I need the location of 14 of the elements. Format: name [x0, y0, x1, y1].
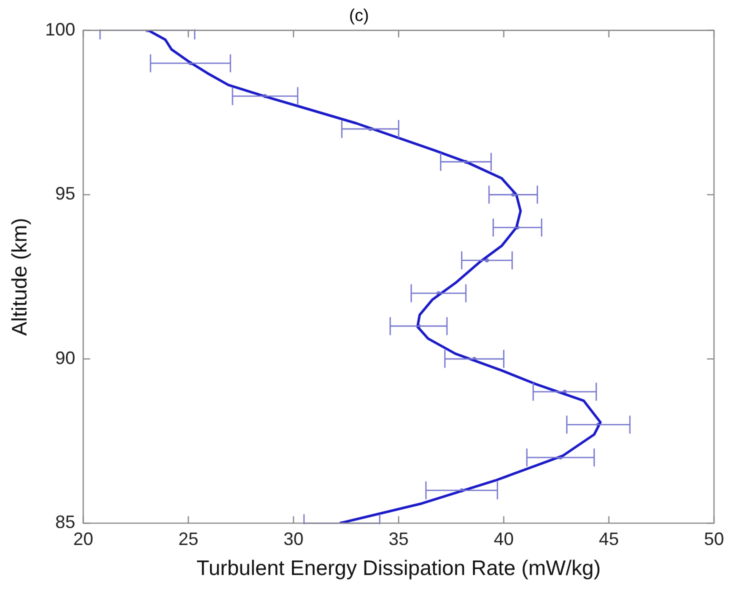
x-tick-label: 25 — [178, 528, 198, 549]
y-axis-title: Altitude (km) — [8, 218, 32, 336]
chart-title: (c) — [349, 6, 369, 25]
x-tick-label: 45 — [598, 528, 619, 549]
x-tick-label: 35 — [388, 528, 409, 549]
x-tick-label: 30 — [283, 528, 304, 549]
x-axis-title: Turbulent Energy Dissipation Rate (mW/kg) — [196, 557, 601, 580]
x-tick-label: 50 — [704, 528, 724, 549]
y-tick-label: 100 — [45, 19, 76, 40]
y-tick-label: 85 — [55, 512, 76, 532]
y-tick-label: 90 — [55, 348, 76, 368]
x-tick-label: 20 — [73, 528, 94, 549]
y-tick-label: 95 — [55, 184, 76, 204]
x-tick-label: 40 — [494, 528, 514, 549]
